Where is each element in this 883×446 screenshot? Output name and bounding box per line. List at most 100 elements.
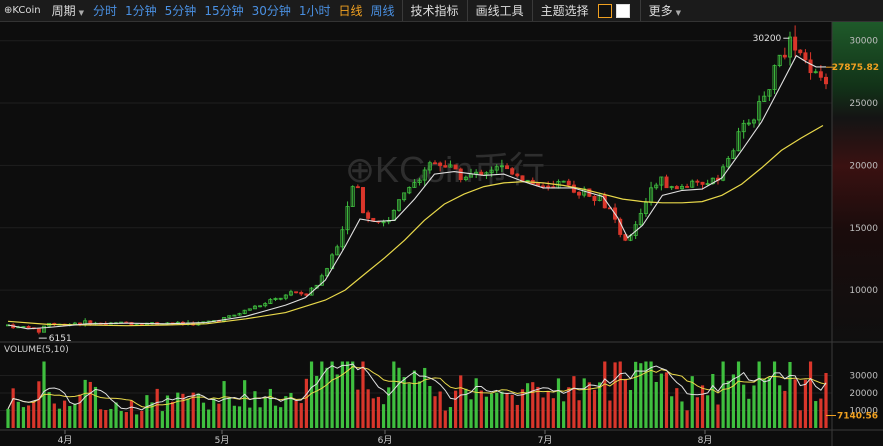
candle-body [237, 313, 242, 316]
dark-theme-swatch[interactable] [597, 3, 612, 18]
volume-bar [551, 398, 555, 428]
volume-bar [731, 374, 735, 428]
ma-long-line [7, 124, 824, 327]
timeframe-tab[interactable]: 日线 [338, 4, 363, 18]
volume-bar [598, 382, 602, 428]
volume-bar [824, 373, 828, 428]
candle-body [407, 187, 412, 194]
timeframe-tab[interactable]: 15分钟 [204, 4, 244, 18]
candle-body [751, 119, 756, 124]
period-dropdown[interactable]: 周期 ▼ [47, 2, 89, 19]
volume-bar [371, 398, 375, 428]
more-dropdown[interactable]: 更多 ▼ [644, 2, 686, 19]
low-price-label: 6151 [49, 334, 72, 344]
volume-bar [664, 372, 669, 428]
volume-bar [814, 401, 818, 428]
candle-body [679, 186, 684, 190]
volume-bar [531, 382, 535, 428]
volume-bar [489, 393, 494, 428]
volume-bar [114, 402, 118, 428]
volume-bar [57, 408, 62, 428]
candle-body [304, 293, 309, 296]
timeframe-tab[interactable]: 周线 [370, 4, 395, 18]
volume-bar [572, 376, 576, 428]
high-price-label: 30200 [753, 34, 782, 44]
volume-bar [716, 404, 720, 428]
timeframe-tab[interactable]: 1小时 [298, 4, 331, 18]
volume-tick-label: 30000 [849, 372, 878, 382]
volume-bar [68, 406, 72, 428]
volume-bar [26, 405, 31, 428]
price-tick-label: 20000 [849, 161, 878, 171]
volume-bar [263, 397, 267, 428]
volume-bar [109, 408, 113, 428]
volume-bar [165, 395, 170, 428]
volume-bar [520, 389, 525, 428]
volume-bar [690, 376, 694, 428]
indicators-button[interactable]: 技术指标 [410, 4, 459, 18]
volume-bar [309, 361, 314, 428]
volume-bar [304, 378, 308, 428]
candle-body [489, 169, 494, 174]
volume-bar [212, 398, 216, 428]
price-annotations: 30200 6151 [38, 34, 790, 344]
volume-bar [752, 385, 756, 428]
volume-bar [397, 367, 401, 428]
volume-bar [443, 410, 447, 428]
volume-bar [767, 377, 772, 428]
volume-bar [407, 383, 411, 428]
volume-bar [299, 403, 303, 428]
volume-bar [171, 401, 175, 428]
moving-averages [7, 54, 826, 330]
candle-body [309, 287, 314, 296]
volume-bar [608, 400, 612, 428]
volume-bar [268, 388, 272, 428]
volume-bar [510, 394, 514, 428]
volume-bar [726, 380, 730, 428]
candle-body [366, 212, 371, 219]
candle-body [731, 150, 736, 159]
candle-body [381, 221, 386, 224]
timeframe-tab[interactable]: 5分钟 [164, 4, 197, 18]
candle-body [479, 171, 484, 176]
volume-bar [150, 402, 154, 428]
volume-bar [742, 384, 746, 428]
volume-bar [73, 403, 77, 428]
month-label: 5月 [215, 435, 230, 446]
candle-body [443, 165, 448, 168]
volume-bar [495, 392, 499, 428]
candle-body [736, 131, 741, 152]
candle-body [654, 184, 659, 189]
volume-bar [279, 407, 283, 428]
volume-bar [675, 388, 679, 428]
volume-averages [7, 363, 827, 411]
volume-bar [706, 395, 710, 428]
volume-bar [402, 377, 406, 428]
volume-bar [536, 386, 540, 428]
drawing-tools-button[interactable]: 画线工具 [475, 4, 524, 18]
candle-body [324, 268, 329, 277]
volume-bar [361, 361, 365, 428]
volume-bar [320, 361, 324, 428]
volume-bar [284, 396, 288, 428]
volume-bar [340, 361, 345, 428]
price-chart[interactable]: ⊕KCoin币行 30200 6151 10000 15000 20000 25000 3… [0, 22, 883, 446]
theme-select-label: 主题选择 [540, 4, 589, 18]
volume-bar [623, 378, 627, 428]
timeframe-tab[interactable]: 1分钟 [125, 4, 157, 18]
volume-bar [685, 410, 689, 428]
volume-bar [541, 397, 545, 428]
candle-body [798, 49, 803, 54]
light-theme-swatch[interactable] [615, 3, 630, 18]
volume-bar [145, 395, 149, 428]
candle-body [494, 166, 499, 171]
volume-bar [315, 375, 319, 428]
timeframe-tab[interactable]: 分时 [93, 4, 118, 18]
timeframe-tab[interactable]: 30分钟 [251, 4, 291, 18]
volume-bar [453, 390, 458, 428]
volume-tick-label: 20000 [849, 389, 878, 399]
volume-bar [515, 404, 519, 428]
price-tick-label: 30000 [849, 37, 878, 47]
volume-bar [464, 388, 468, 428]
volume-bar [628, 390, 633, 428]
